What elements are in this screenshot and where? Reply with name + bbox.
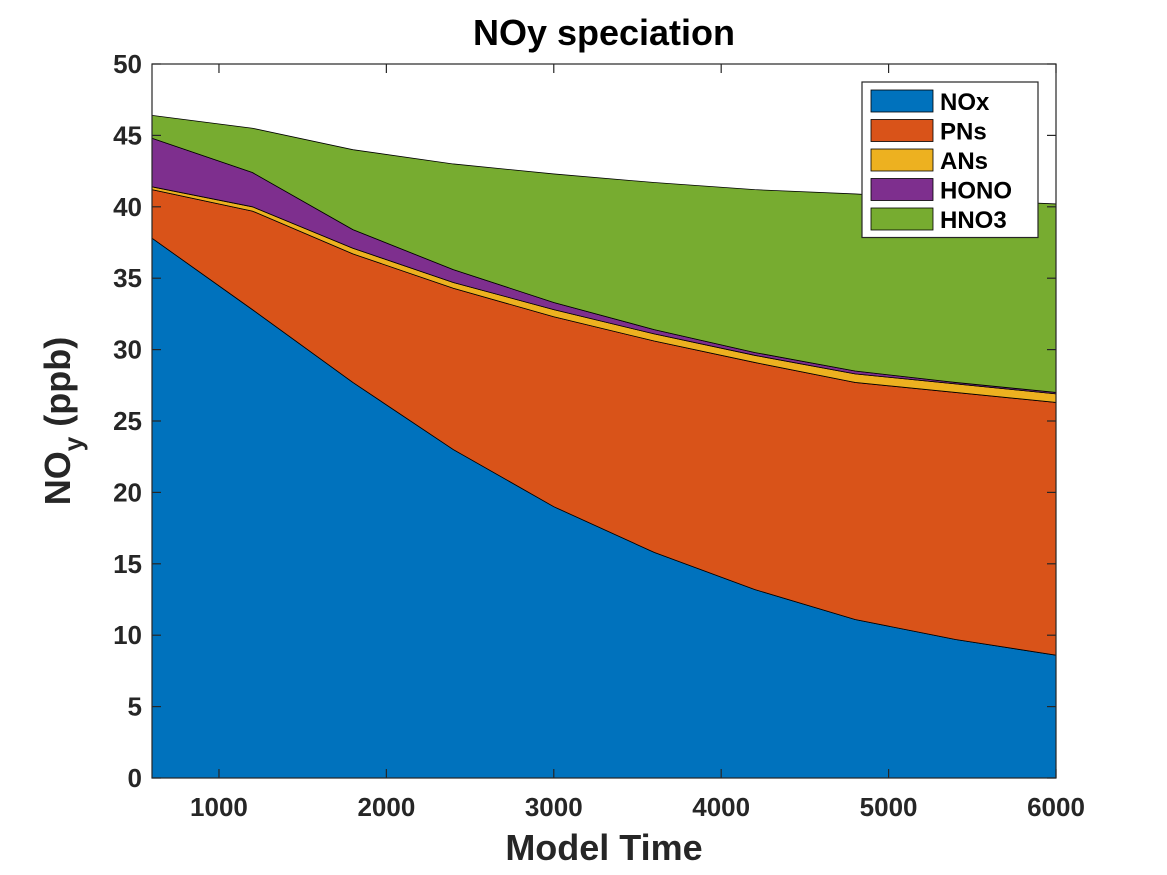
- legend-swatch-hno3: [870, 207, 934, 231]
- legend-label-pns: PNs: [940, 119, 987, 146]
- legend-label-hono: HONO: [940, 178, 1012, 205]
- x-axis-title: Model Time: [505, 827, 702, 868]
- y-tick-label: 35: [113, 263, 142, 293]
- y-axis-title-main: NO: [37, 451, 78, 505]
- legend-swatch-pns: [870, 119, 934, 142]
- y-tick-label: 10: [113, 620, 142, 650]
- x-axis: 1000 2000 3000 4000 5000 6000: [190, 64, 1085, 822]
- x-tick-label: 2000: [357, 792, 415, 822]
- legend-swatch-nox: [870, 89, 934, 113]
- y-axis-title-suffix: (ppb): [37, 337, 78, 437]
- y-tick-label: 30: [113, 335, 142, 365]
- legend-swatch-ans: [870, 148, 934, 172]
- y-axis-title: NOy (ppb): [37, 337, 88, 505]
- x-tick-label: 4000: [692, 792, 750, 822]
- area-series-group: [151, 114, 1057, 779]
- y-tick-label: 15: [113, 549, 142, 579]
- y-tick-label: 45: [113, 120, 142, 150]
- x-tick-label: 3000: [525, 792, 583, 822]
- y-tick-label: 0: [128, 763, 142, 793]
- x-tick-label: 5000: [860, 792, 918, 822]
- legend-label-nox: NOx: [940, 89, 990, 116]
- y-tick-label: 20: [113, 477, 142, 507]
- legend-label-ans: ANs: [940, 148, 988, 175]
- y-axis-title-subscript: y: [58, 436, 88, 451]
- x-tick-label: 1000: [190, 792, 248, 822]
- y-tick-label: 50: [113, 49, 142, 79]
- x-tick-label: 6000: [1027, 792, 1085, 822]
- legend-swatch-hono: [870, 178, 934, 201]
- legend-label-hno3: HNO3: [940, 207, 1007, 234]
- y-axis: 0 5 10 15 20 25 30 35 40 45 50: [113, 49, 1056, 793]
- y-tick-label: 40: [113, 192, 142, 222]
- chart-title: NOy speciation: [473, 12, 735, 53]
- y-tick-label: 25: [113, 406, 142, 436]
- y-tick-label: 5: [128, 692, 142, 722]
